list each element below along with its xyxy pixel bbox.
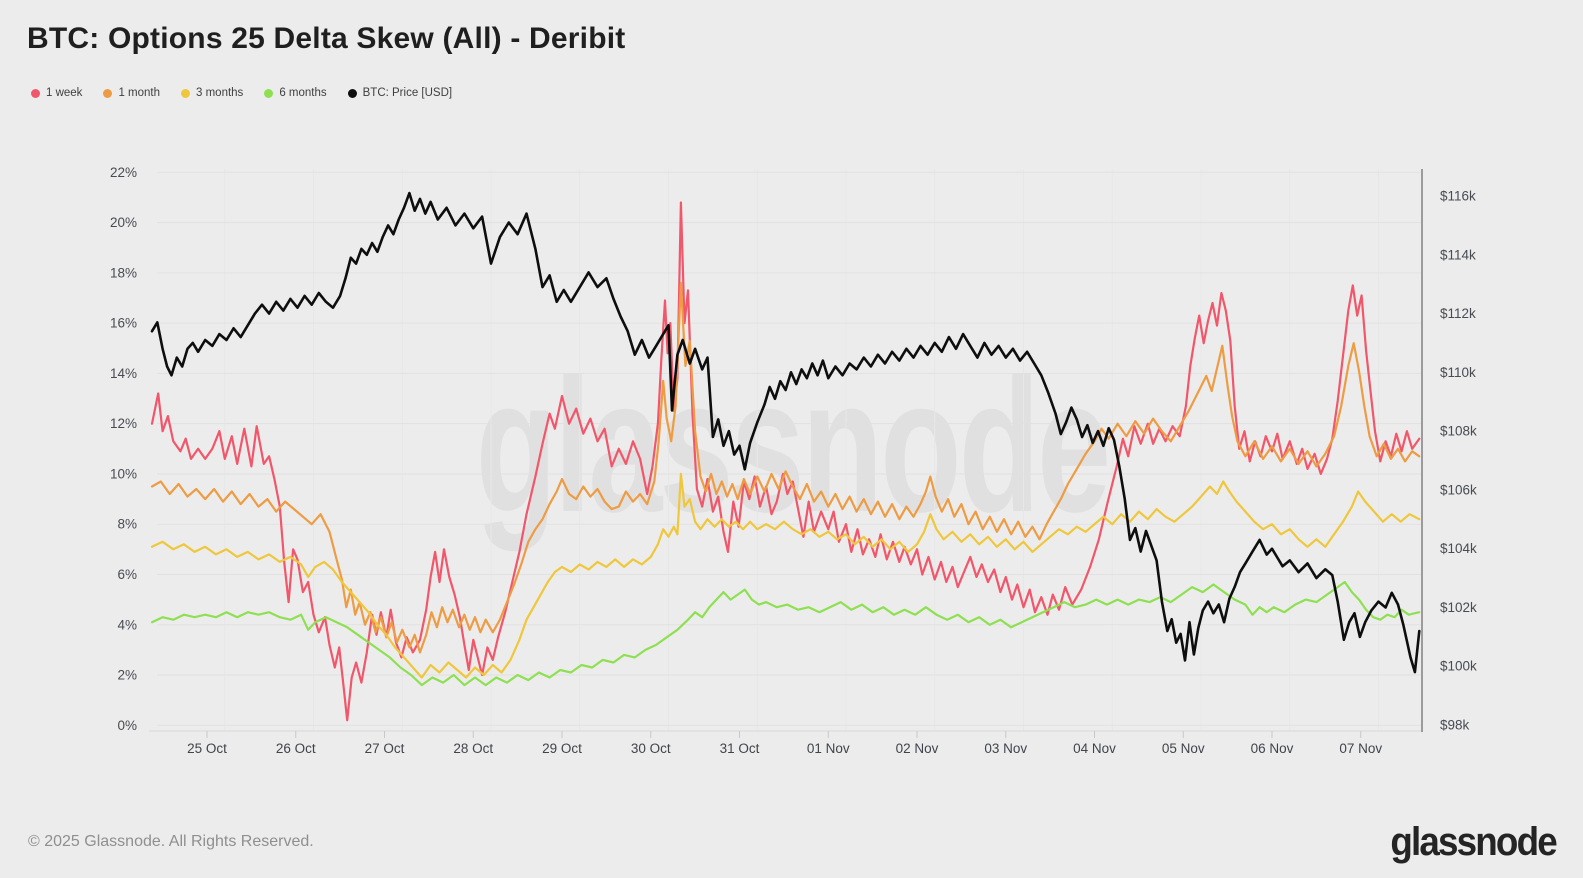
x-axis-label: 25 Oct <box>187 741 227 756</box>
left-axis-label: 6% <box>117 567 137 582</box>
right-axis-label: $100k <box>1440 659 1477 674</box>
right-axis-label: $112k <box>1440 306 1476 321</box>
right-axis-label: $116k <box>1440 189 1476 204</box>
legend-item-label: BTC: Price [USD] <box>362 87 453 99</box>
x-axis-label: 04 Nov <box>1073 741 1116 756</box>
right-axis-label: $114k <box>1440 247 1476 262</box>
x-axis-label: 07 Nov <box>1339 741 1382 756</box>
right-axis-label: $104k <box>1440 541 1477 556</box>
legend-item-label: 3 months <box>196 87 244 99</box>
left-axis-label: 18% <box>110 265 137 280</box>
x-axis-label: 27 Oct <box>365 741 405 756</box>
x-axis-label: 05 Nov <box>1162 741 1205 756</box>
legend-item-btc-price-usd-[interactable]: BTC: Price [USD] <box>347 87 453 99</box>
legend-dot-icon <box>103 88 113 98</box>
right-axis-label: $102k <box>1440 600 1477 615</box>
left-axis-label: 20% <box>110 215 137 230</box>
legend-dot-icon <box>31 88 40 98</box>
x-axis-label: 31 Oct <box>720 741 760 756</box>
right-axis-label: $110k <box>1440 365 1476 380</box>
left-axis-label: 2% <box>117 668 137 683</box>
chart-legend: 1 week 1 month 3 months 6 months BTC: Price … <box>31 87 452 99</box>
left-axis-label: 0% <box>117 718 137 733</box>
legend-item-1-month[interactable]: 1 month <box>103 87 160 99</box>
series-line-1-week[interactable] <box>150 201 1421 722</box>
left-axis-label: 8% <box>117 517 137 532</box>
x-axis-label: 06 Nov <box>1251 741 1294 756</box>
legend-item-label: 6 months <box>279 87 327 99</box>
series-line-3-months[interactable] <box>150 472 1421 679</box>
right-axis-label: $106k <box>1440 482 1477 497</box>
legend-item-3-months[interactable]: 3 months <box>181 87 243 99</box>
legend-dot-icon <box>181 88 190 98</box>
series-group <box>150 191 1421 722</box>
x-axis-label: 28 Oct <box>453 741 493 756</box>
left-axis-label: 4% <box>117 617 137 632</box>
x-axis-label: 29 Oct <box>542 741 582 756</box>
legend-dot-icon <box>264 88 274 98</box>
series-line-1-month[interactable] <box>150 281 1421 654</box>
left-axis-label: 22% <box>110 165 137 180</box>
left-axis-label: 16% <box>110 316 137 331</box>
legend-item-label: 1 month <box>118 87 160 99</box>
x-axis-label: 01 Nov <box>807 741 850 756</box>
x-axis-label: 02 Nov <box>896 741 939 756</box>
right-axis-label: $98k <box>1440 718 1470 733</box>
copyright-text: © 2025 Glassnode. All Rights Reserved. <box>28 833 314 850</box>
left-axis-label: 12% <box>110 416 137 431</box>
left-axis-label: 10% <box>110 466 137 481</box>
x-axis-label: 26 Oct <box>276 741 316 756</box>
glassnode-logo[interactable]: glassnode <box>1390 820 1558 864</box>
page-title: BTC: Options 25 Delta Skew (All) - Derib… <box>27 22 626 55</box>
legend-item-label: 1 week <box>46 87 83 99</box>
left-axis-label: 14% <box>110 366 137 381</box>
series-line-btc-price-usd-[interactable] <box>150 191 1421 674</box>
legend-item-6-months[interactable]: 6 months <box>264 87 327 99</box>
x-axis-label: 30 Oct <box>631 741 671 756</box>
legend-dot-icon <box>347 88 357 98</box>
x-axis-label: 03 Nov <box>984 741 1027 756</box>
legend-item-1-week[interactable]: 1 week <box>31 87 82 99</box>
series-line-6-months[interactable] <box>150 580 1421 687</box>
right-axis-label: $108k <box>1440 424 1477 439</box>
